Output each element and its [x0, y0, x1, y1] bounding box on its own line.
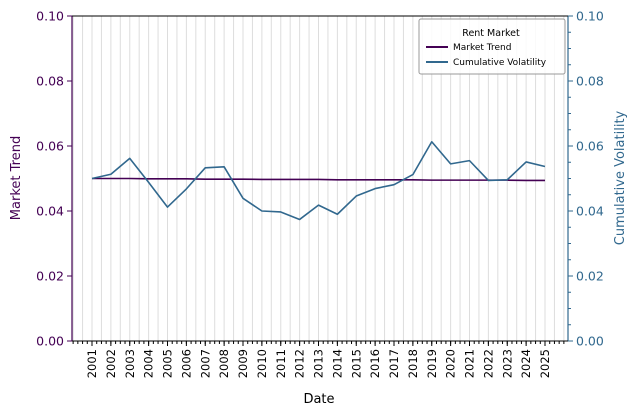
legend-label-cumulative-volatility: Cumulative Volatility: [453, 58, 547, 68]
series-line-cumulative-volatility: [91, 140, 546, 221]
x-tick-label: 2003: [123, 349, 137, 378]
y-right-tick-label: 0.04: [576, 204, 604, 219]
y-left-ticks: 0.00 0.02 0.04 0.06 0.08 0.10: [36, 9, 72, 349]
y-axis-left-label: Market Trend: [9, 136, 24, 220]
x-tick-label: 2017: [387, 349, 401, 378]
series-layer: [91, 140, 546, 221]
x-tick-label: 2015: [349, 349, 363, 378]
x-tick-label: 2021: [463, 349, 477, 378]
x-tick-label: 2025: [538, 349, 552, 378]
x-tick-label: 2022: [481, 349, 495, 378]
x-tick-label: 2016: [368, 349, 382, 378]
y-right-tick-label: 0.08: [576, 74, 604, 89]
x-ticks: 2001 2002 2003 2004 2005 2006 2007 2008 2009 2010…: [85, 341, 552, 378]
x-axis-label: Date: [303, 392, 334, 407]
y-right-tick-label: 0.02: [576, 269, 604, 284]
x-tick-label: 2001: [85, 349, 99, 378]
series-line-market-trend: [92, 177, 545, 182]
x-tick-label: 2012: [293, 349, 307, 378]
legend-box: [418, 18, 566, 75]
x-tick-label: 2023: [500, 349, 514, 378]
x-tick-label: 2018: [406, 349, 420, 378]
x-tick-label: 2010: [255, 349, 269, 378]
y-left-tick-label: 0.08: [36, 74, 64, 89]
x-tick-label: 2007: [198, 349, 212, 378]
x-tick-label: 2013: [312, 349, 326, 378]
y-right-tick-label: 0.10: [576, 9, 604, 24]
y-left-tick-label: 0.04: [36, 204, 64, 219]
y-left-tick-label: 0.06: [36, 139, 64, 154]
x-tick-label: 2020: [444, 349, 458, 378]
y-right-tick-label: 0.06: [576, 139, 604, 154]
x-tick-label: 2009: [236, 349, 250, 378]
x-tick-label: 2019: [425, 349, 439, 378]
x-tick-label: 2011: [274, 349, 288, 378]
x-tick-label: 2024: [519, 349, 533, 378]
legend-title: Rent Market: [462, 28, 520, 39]
y-left-tick-label: 0.02: [36, 269, 64, 284]
x-tick-label: 2008: [217, 349, 231, 378]
y-left-tick-label: 0.00: [36, 334, 64, 349]
legend: Rent Market Market Trend Cumulative Vola…: [418, 18, 566, 75]
y-right-tick-label: 0.00: [576, 334, 604, 349]
x-tick-label: 2005: [161, 349, 175, 378]
x-tick-label: 2004: [142, 349, 156, 378]
legend-label-market-trend: Market Trend: [453, 43, 511, 53]
x-tick-label: 2002: [104, 349, 118, 378]
y-axis-right-label: Cumulative Volatility: [613, 110, 628, 245]
y-left-tick-label: 0.10: [36, 9, 64, 24]
x-tick-label: 2014: [330, 349, 344, 378]
x-tick-label: 2006: [179, 349, 193, 378]
y-right-ticks: 0.00 0.02 0.04 0.06 0.08 0.10: [568, 9, 604, 349]
